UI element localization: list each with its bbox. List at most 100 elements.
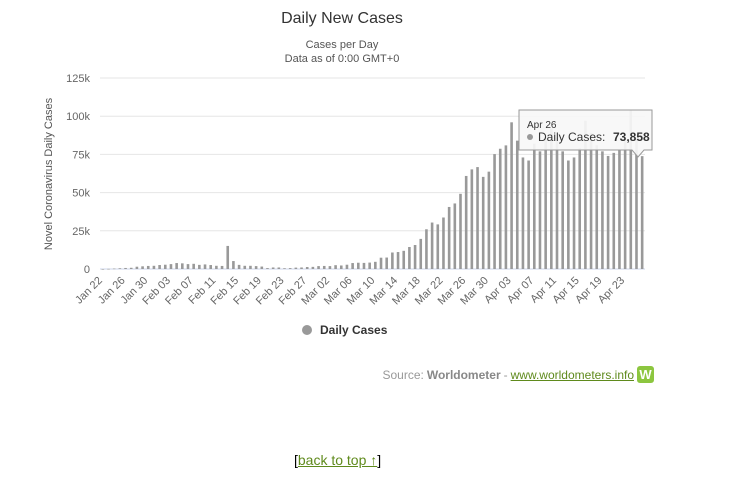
bar[interactable] <box>408 246 411 269</box>
bar[interactable] <box>112 268 116 270</box>
bar[interactable] <box>334 265 337 269</box>
bar[interactable] <box>305 267 309 269</box>
bar[interactable] <box>481 176 485 269</box>
bar[interactable] <box>555 137 559 269</box>
bar[interactable] <box>601 151 604 269</box>
bar[interactable] <box>635 139 638 269</box>
bar[interactable] <box>567 160 570 269</box>
bar[interactable] <box>146 265 150 269</box>
bar[interactable] <box>198 264 201 269</box>
bar[interactable] <box>322 265 326 269</box>
bar[interactable] <box>402 250 406 269</box>
bar[interactable] <box>220 265 224 269</box>
bar[interactable] <box>368 262 371 269</box>
bar[interactable] <box>464 175 468 269</box>
bar[interactable] <box>470 169 474 269</box>
bar[interactable] <box>317 266 320 269</box>
bar[interactable] <box>430 222 434 269</box>
bar[interactable] <box>385 257 388 269</box>
bar[interactable] <box>413 245 417 269</box>
bar[interactable] <box>589 133 593 269</box>
bar[interactable] <box>447 206 451 269</box>
bar[interactable] <box>260 266 264 269</box>
bar[interactable] <box>572 157 576 269</box>
bar[interactable] <box>493 154 496 269</box>
bar[interactable] <box>300 267 303 269</box>
bar[interactable] <box>249 265 252 269</box>
bar[interactable] <box>618 149 621 269</box>
bar[interactable] <box>419 238 423 269</box>
bar[interactable] <box>271 267 275 269</box>
bar[interactable] <box>226 245 230 269</box>
bar[interactable] <box>203 264 207 269</box>
bar[interactable] <box>425 229 428 269</box>
bar[interactable] <box>266 268 269 269</box>
bar[interactable] <box>141 266 144 269</box>
bar[interactable] <box>515 140 519 269</box>
source-link[interactable]: www.worldometers.info <box>510 367 634 382</box>
bar[interactable] <box>623 140 627 269</box>
bar[interactable] <box>124 267 127 269</box>
bar[interactable] <box>374 261 377 269</box>
bar[interactable] <box>209 265 213 269</box>
bar[interactable] <box>578 148 582 269</box>
bar[interactable] <box>118 268 122 269</box>
bar[interactable] <box>175 263 178 269</box>
bar[interactable] <box>169 264 173 269</box>
legend[interactable]: Daily Cases <box>302 323 388 337</box>
bar[interactable] <box>237 264 241 269</box>
bar[interactable] <box>152 265 156 269</box>
bar[interactable] <box>294 267 298 269</box>
bar[interactable] <box>135 266 139 269</box>
bar[interactable] <box>584 120 587 269</box>
bar[interactable] <box>345 264 349 269</box>
bar[interactable] <box>561 151 564 269</box>
bar[interactable] <box>357 262 360 269</box>
bar[interactable] <box>550 128 553 269</box>
bar[interactable] <box>351 263 354 269</box>
bar[interactable] <box>544 137 547 269</box>
bar[interactable] <box>498 148 502 269</box>
bar[interactable] <box>442 217 445 269</box>
bar[interactable] <box>595 145 599 269</box>
bar[interactable] <box>396 252 400 269</box>
bar[interactable] <box>232 261 235 269</box>
bar[interactable] <box>339 265 343 269</box>
bar[interactable] <box>328 266 332 269</box>
worldometer-logo-icon[interactable]: W <box>637 366 654 383</box>
bar[interactable] <box>158 265 161 269</box>
bar[interactable] <box>243 265 247 269</box>
bar[interactable] <box>504 145 508 269</box>
bar[interactable] <box>362 262 366 269</box>
bar[interactable] <box>532 143 536 269</box>
bar[interactable] <box>640 156 644 269</box>
bar[interactable] <box>163 264 167 269</box>
bar[interactable] <box>277 267 281 269</box>
bar[interactable] <box>510 122 513 269</box>
bar[interactable] <box>186 264 190 269</box>
bar[interactable] <box>436 224 440 269</box>
bar[interactable] <box>181 263 184 269</box>
bar[interactable] <box>283 268 286 269</box>
bar[interactable] <box>459 193 462 269</box>
bar[interactable] <box>129 267 133 269</box>
back-to-top-link[interactable]: back to top ↑ <box>297 452 378 468</box>
bar[interactable] <box>606 155 610 269</box>
bar[interactable] <box>487 171 491 269</box>
bar[interactable] <box>538 151 542 269</box>
bar[interactable] <box>311 266 315 269</box>
bar[interactable] <box>521 157 525 269</box>
bar[interactable] <box>107 268 110 270</box>
bar[interactable] <box>453 203 457 269</box>
bar[interactable] <box>215 265 218 269</box>
bar[interactable] <box>391 252 394 269</box>
bar[interactable] <box>192 263 195 269</box>
bar[interactable] <box>629 110 633 269</box>
bar[interactable] <box>476 167 479 269</box>
bar[interactable] <box>101 269 105 270</box>
bar[interactable] <box>379 257 383 269</box>
bar[interactable] <box>288 268 292 269</box>
bar[interactable] <box>527 160 530 269</box>
bar[interactable] <box>612 152 616 269</box>
bar[interactable] <box>254 266 258 269</box>
